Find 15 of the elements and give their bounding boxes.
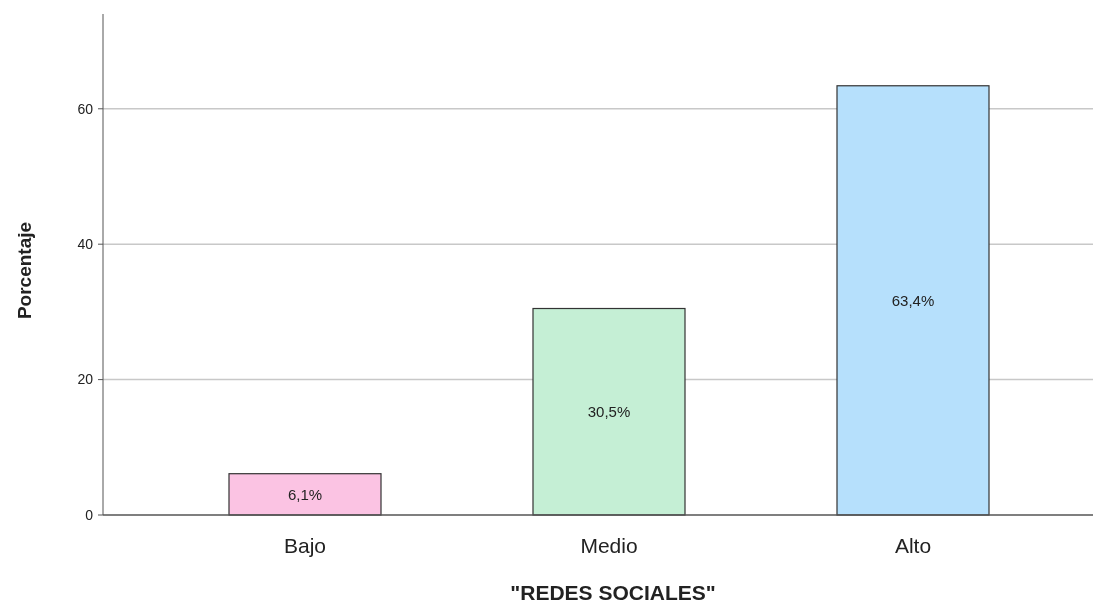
x-tick-label: Alto [894, 534, 932, 557]
y-tick-label: 40 [77, 236, 94, 253]
y-tick-label: 0 [85, 506, 94, 523]
bar [532, 307, 686, 516]
data-label: 30,5% [587, 403, 631, 420]
bar [836, 85, 990, 516]
bar [228, 473, 382, 516]
x-tick-label: Bajo [283, 534, 327, 557]
y-tick-label: 20 [77, 371, 94, 388]
x-tick-label: Medio [580, 534, 638, 557]
y-axis-title: Porcentaje [14, 221, 35, 320]
data-label: 6,1% [287, 485, 323, 503]
x-axis-title: "REDES SOCIALES" [510, 581, 716, 604]
y-tick-label: 60 [77, 100, 94, 117]
data-label: 63,4% [891, 291, 935, 309]
